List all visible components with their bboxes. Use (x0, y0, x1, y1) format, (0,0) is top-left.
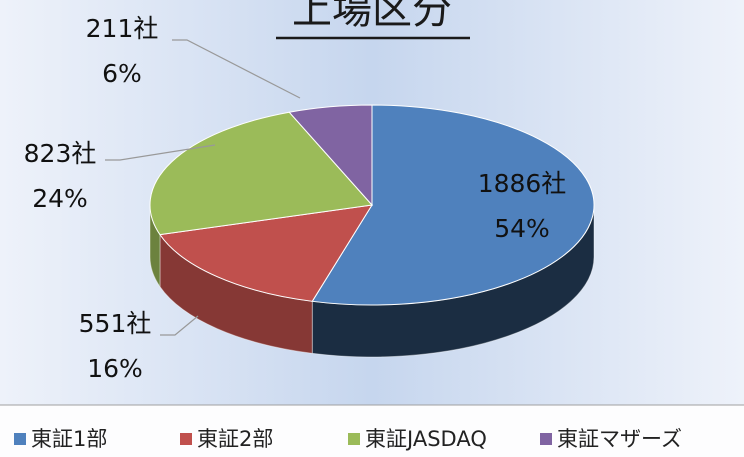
slice (159, 204, 373, 302)
legend-background (0, 405, 744, 457)
percent-label: 24% (32, 184, 88, 213)
legend-label: 東証JASDAQ (365, 427, 487, 451)
percent-label: 54% (494, 214, 550, 243)
data-label: 551社 (79, 309, 152, 338)
data-label: 211社 (86, 14, 159, 43)
leader-line (160, 315, 199, 336)
chart-title: 上場区分 (292, 0, 452, 33)
legend-swatch (180, 433, 192, 445)
legend-label: 東証マザーズ (557, 427, 682, 451)
slice (311, 104, 595, 306)
legend-label: 東証2部 (197, 427, 273, 451)
leader-line (105, 144, 216, 161)
legend-swatch (540, 433, 552, 445)
legend-swatch (14, 433, 26, 445)
legend-label: 東証1部 (31, 427, 107, 451)
leader-line (172, 39, 301, 99)
data-label: 1886社 (478, 169, 567, 198)
data-label: 823社 (24, 139, 97, 168)
slice (288, 104, 373, 207)
percent-label: 16% (87, 354, 143, 383)
percent-label: 6% (102, 59, 142, 88)
legend-swatch (348, 433, 360, 445)
